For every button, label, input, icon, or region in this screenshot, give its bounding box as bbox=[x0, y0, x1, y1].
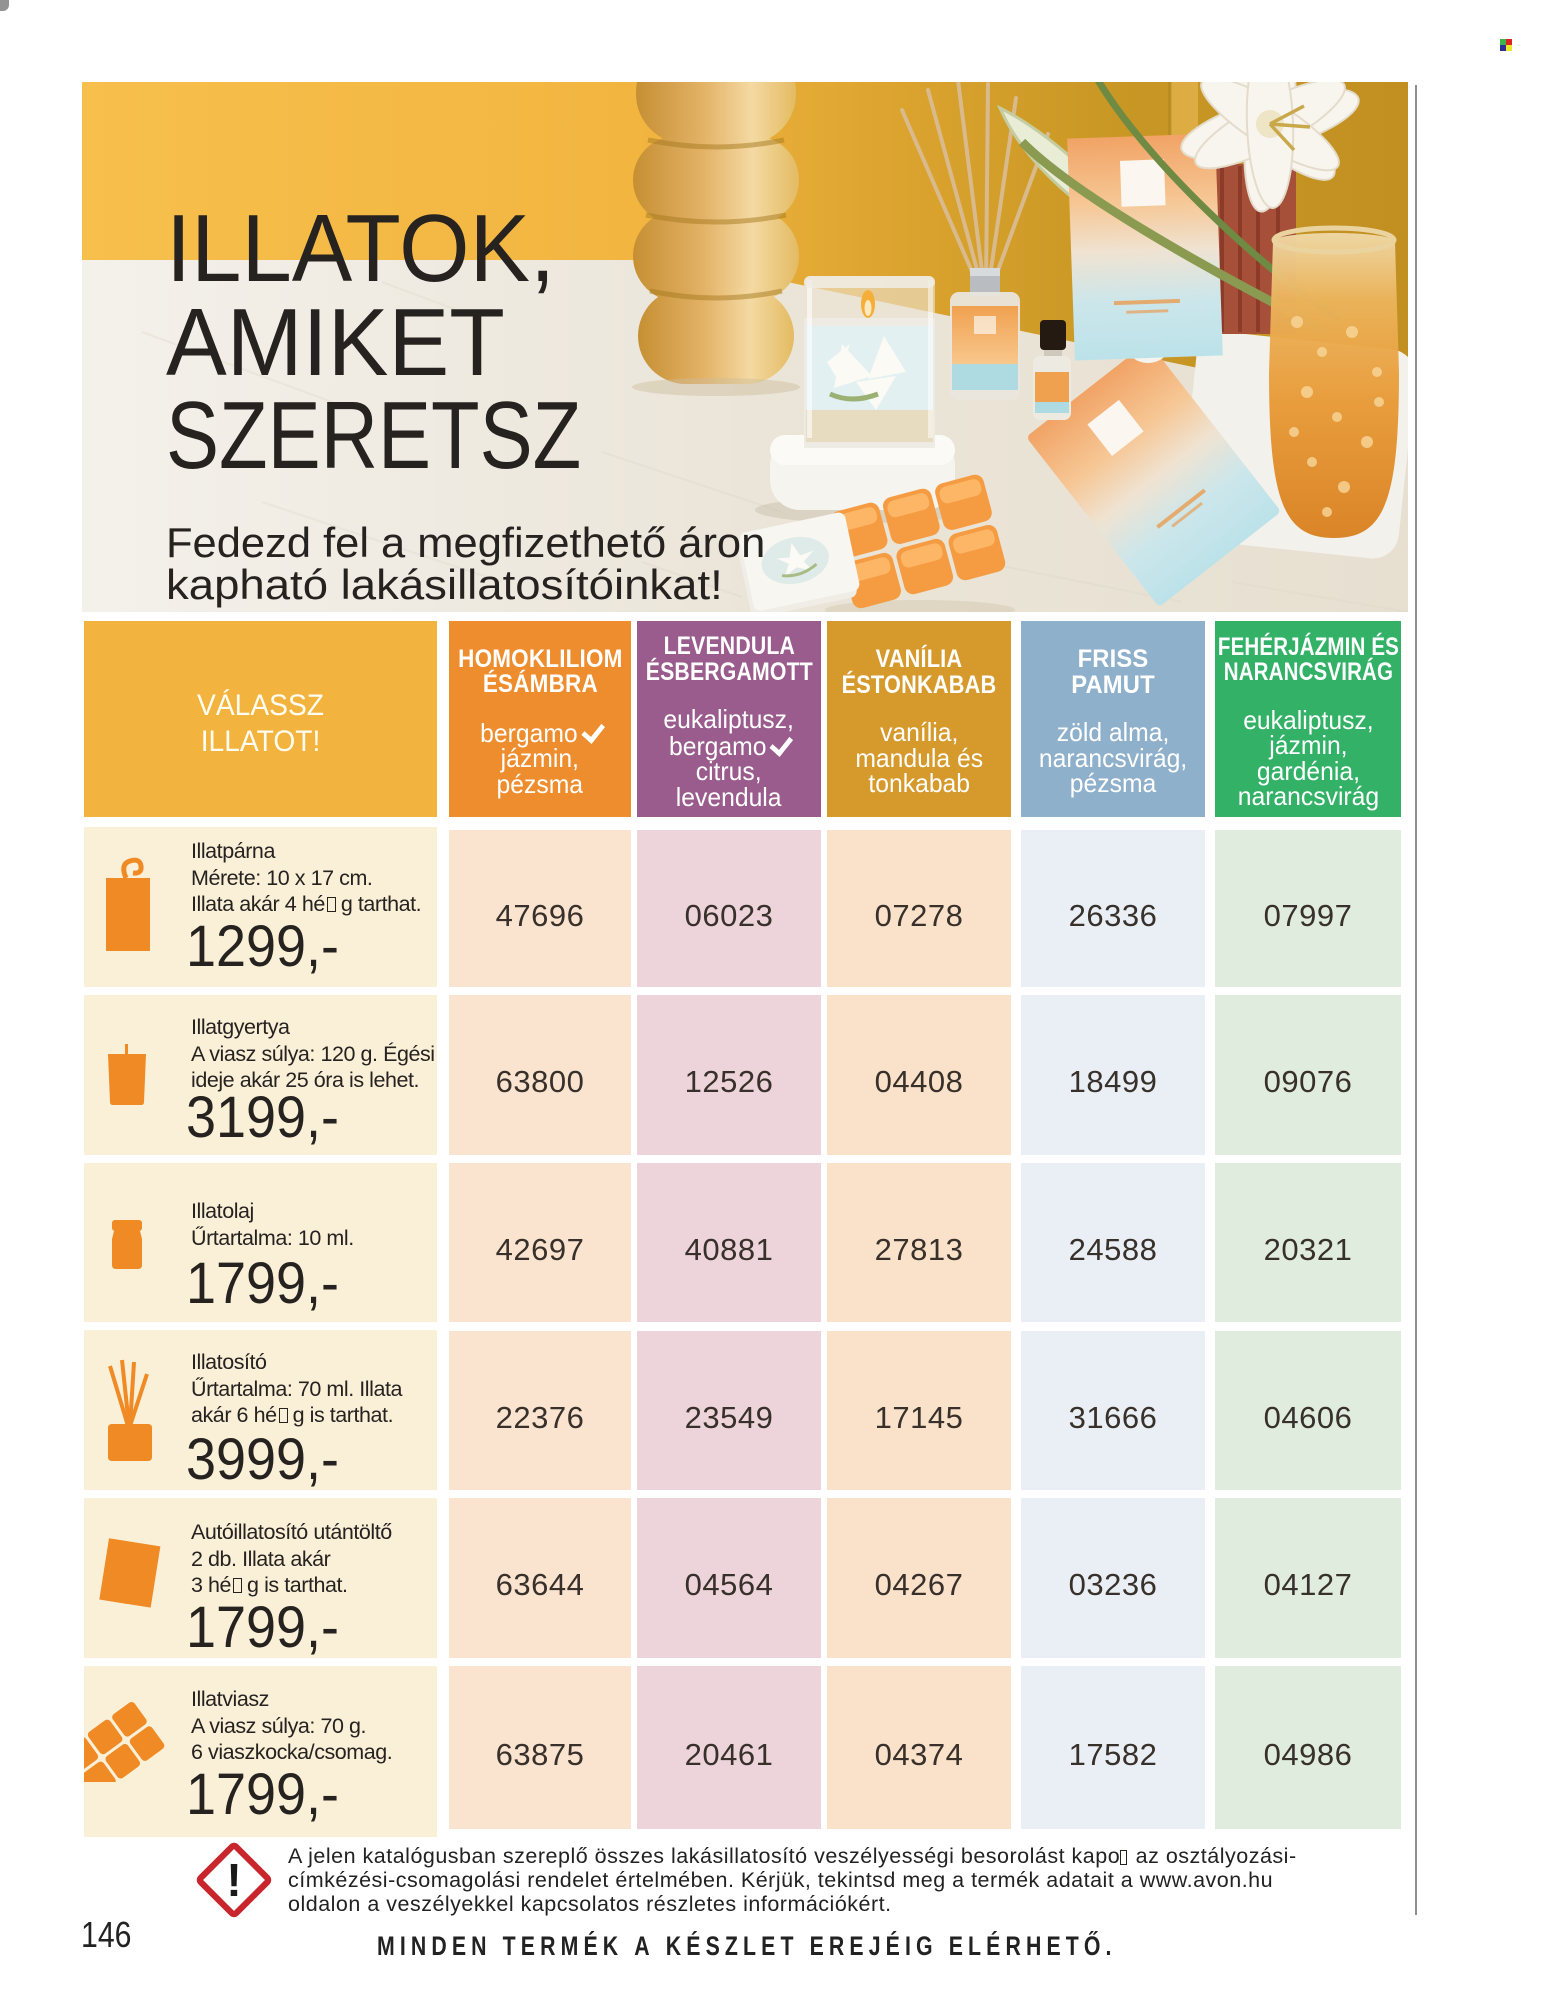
svg-text:!: ! bbox=[226, 1854, 241, 1906]
